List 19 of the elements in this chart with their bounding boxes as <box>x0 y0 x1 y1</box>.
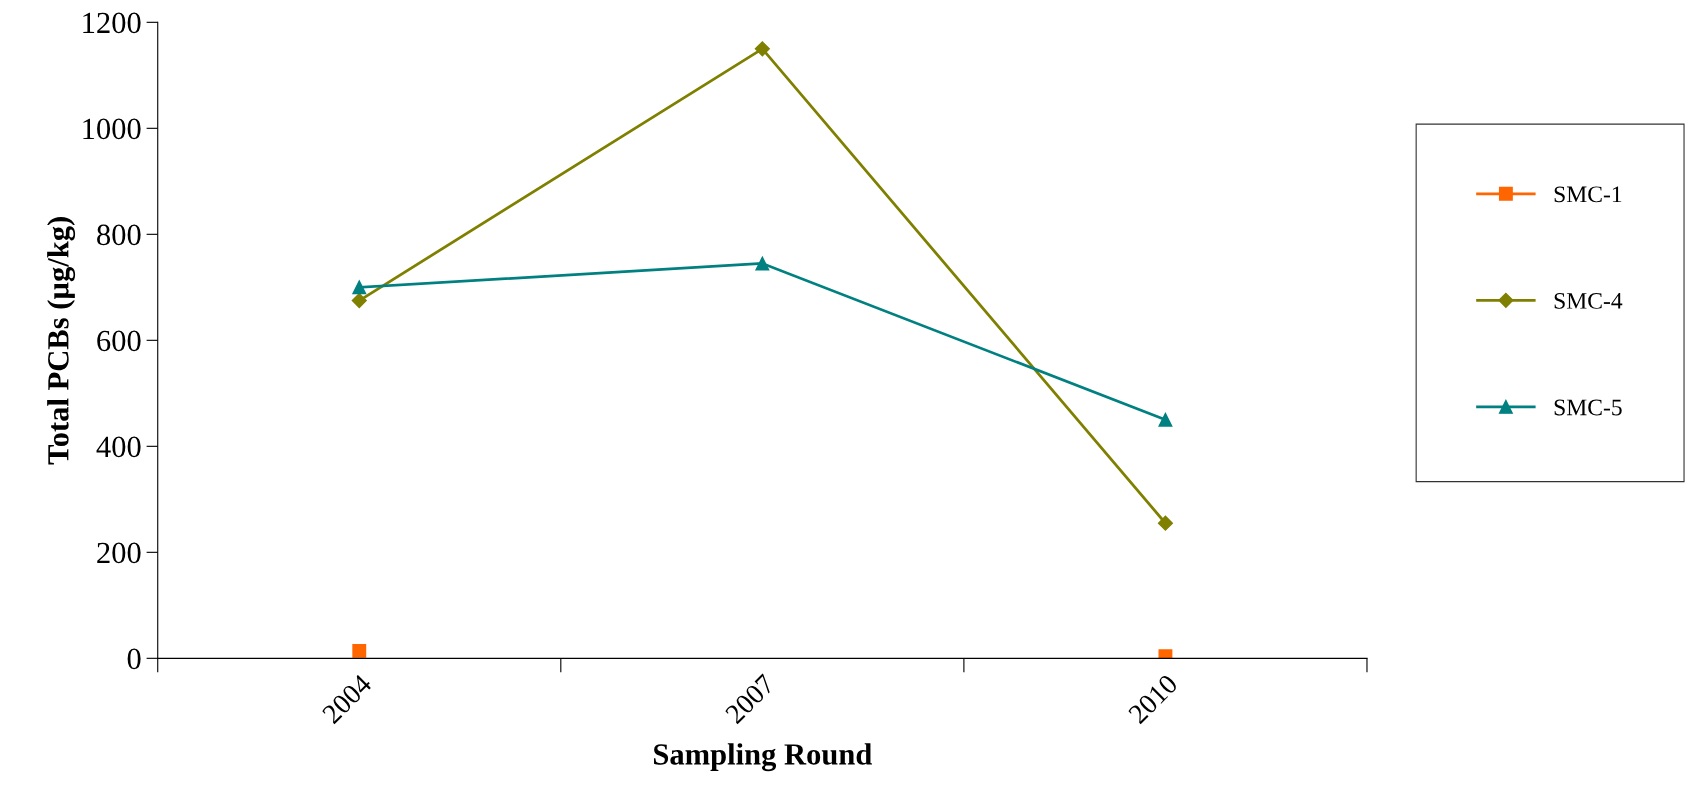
y-tick-label: 400 <box>96 436 141 458</box>
point <box>351 292 367 309</box>
y-tick-label: 800 <box>97 224 141 246</box>
y-tick-label: 1200 <box>83 12 141 34</box>
y-axis-title: Total PCBs (µg/kg) <box>47 217 76 465</box>
point <box>1157 515 1174 531</box>
point <box>755 256 770 271</box>
legend-label: SMC-4 <box>1554 292 1623 309</box>
legend-label: SMC-5 <box>1554 399 1622 416</box>
legend-label: SMC-1 <box>1554 186 1622 203</box>
y-tick-label: 1000 <box>83 118 141 140</box>
y-tick-label: 200 <box>97 542 141 564</box>
y-tick-label: 0 <box>127 648 141 670</box>
point <box>1158 412 1173 427</box>
point <box>352 280 367 295</box>
x-axis-title: Sampling Round <box>654 743 872 772</box>
y-tick-label: 600 <box>97 330 141 352</box>
point <box>352 643 367 658</box>
point <box>754 41 770 57</box>
